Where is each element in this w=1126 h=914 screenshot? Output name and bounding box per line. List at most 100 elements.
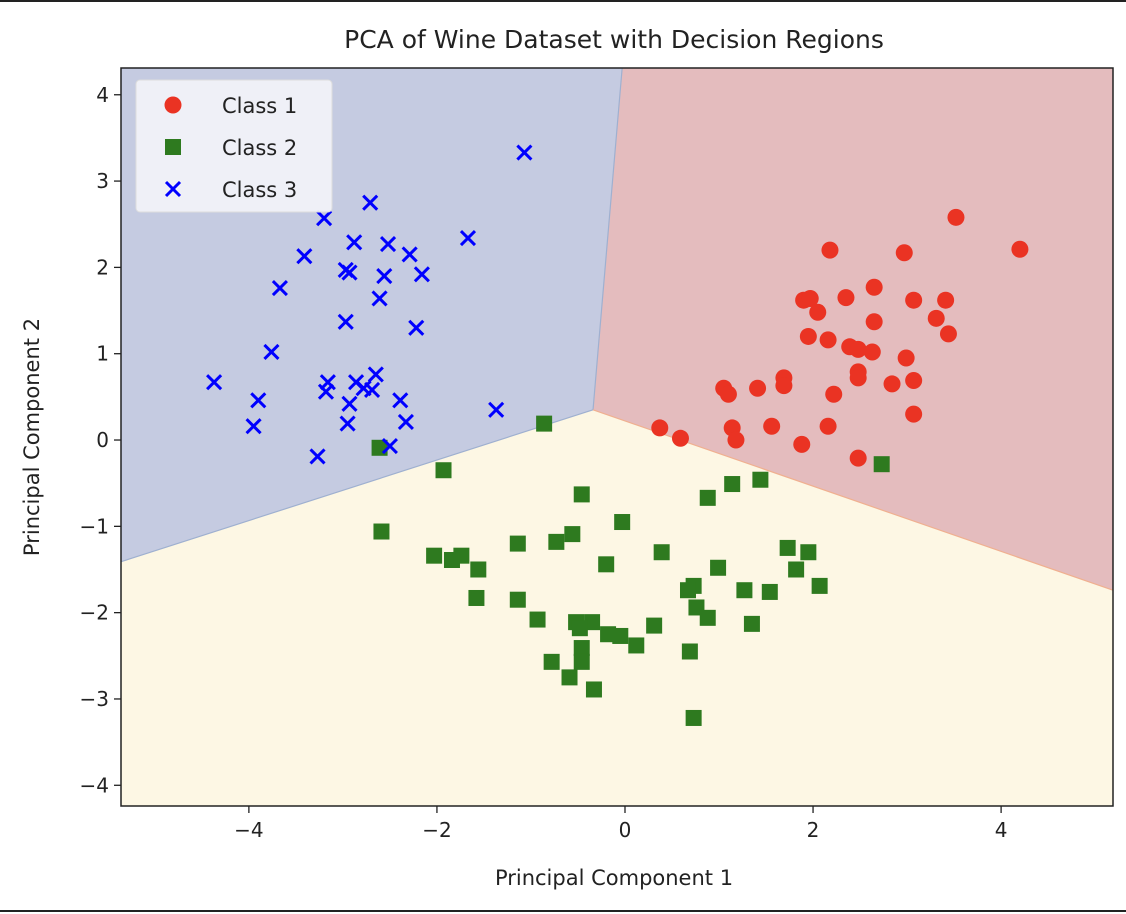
series-class-3: [206, 144, 533, 465]
legend-label: Class 2: [222, 136, 297, 160]
legend-entry: Class 2: [165, 136, 297, 160]
data-point: [653, 544, 670, 561]
data-point: [341, 264, 358, 281]
data-point: [685, 709, 702, 726]
data-point: [679, 582, 696, 599]
data-point: [263, 343, 280, 361]
data-point: [548, 533, 565, 550]
x-marker-stroke: [341, 395, 358, 412]
data-point: [584, 614, 601, 631]
data-point: [865, 278, 883, 296]
legend-marker: [165, 139, 181, 155]
data-point: [651, 419, 669, 437]
x-marker-stroke: [164, 180, 182, 198]
region-class-2: [121, 409, 1113, 806]
x-tick-label: −4: [234, 818, 263, 842]
data-point: [779, 539, 796, 556]
series-class-2: [371, 415, 890, 726]
data-point: [367, 366, 384, 383]
data-point: [543, 653, 560, 670]
data-point: [379, 236, 397, 253]
bottom-border: [0, 910, 1126, 912]
data-point: [947, 208, 965, 226]
data-point: [763, 417, 781, 435]
data-point: [371, 290, 388, 307]
data-point: [939, 325, 957, 343]
x-marker-stroke: [271, 280, 288, 297]
x-marker-stroke: [337, 313, 354, 330]
data-point: [865, 313, 883, 331]
data-point: [346, 234, 363, 251]
data-point: [800, 544, 817, 561]
data-point: [819, 331, 837, 349]
y-axis-label: Principal Component 2: [20, 318, 44, 556]
data-point: [509, 535, 526, 552]
data-point: [699, 489, 716, 506]
data-point: [408, 319, 425, 336]
x-marker-stroke: [381, 438, 398, 455]
data-point: [681, 643, 698, 660]
y-tick-label: 4: [96, 83, 109, 107]
x-marker-stroke: [376, 267, 393, 285]
x-tick-label: 2: [807, 818, 820, 842]
data-point: [459, 229, 477, 247]
data-point: [821, 241, 839, 259]
data-point: [316, 210, 333, 227]
data-point: [752, 471, 769, 488]
data-point: [801, 289, 819, 307]
data-point: [516, 144, 533, 161]
x-marker-stroke: [341, 264, 358, 281]
data-point: [573, 653, 590, 670]
x-marker-stroke: [367, 366, 384, 383]
x-marker-stroke: [408, 319, 425, 336]
x-marker-stroke: [362, 194, 379, 211]
data-point: [743, 615, 760, 632]
y-tick-label: −1: [80, 514, 109, 538]
x-marker-stroke: [346, 234, 363, 251]
data-point: [788, 561, 805, 578]
y-tick-label: 0: [96, 428, 109, 452]
data-point: [397, 413, 414, 430]
data-point: [873, 456, 890, 473]
data-point: [337, 313, 354, 330]
data-point: [536, 415, 553, 432]
data-point: [341, 395, 358, 412]
data-point: [905, 291, 923, 309]
y-tick-label: 2: [96, 255, 109, 279]
chart-title: PCA of Wine Dataset with Decision Region…: [344, 25, 884, 54]
data-point: [897, 349, 915, 367]
legend-marker: [164, 180, 182, 198]
x-marker-stroke: [401, 246, 418, 263]
data-point: [250, 392, 267, 409]
data-point: [736, 582, 753, 599]
ticks: −4 −2 0 2 4 −4 −3 −2 −1 0 1 2 3 4: [80, 83, 1008, 842]
x-marker-stroke: [309, 448, 326, 465]
data-points: [206, 144, 1029, 726]
data-point: [443, 552, 460, 568]
data-point: [825, 385, 843, 403]
data-point: [612, 627, 629, 644]
data-point: [271, 280, 288, 297]
data-point: [564, 526, 581, 543]
axes-frame: [120, 67, 1114, 807]
legend-marker: [164, 96, 182, 114]
data-point: [628, 637, 645, 654]
data-point: [809, 303, 827, 321]
x-marker-stroke: [516, 144, 533, 161]
data-point: [571, 620, 588, 637]
x-marker-stroke: [363, 381, 381, 399]
data-point: [206, 374, 223, 391]
x-marker-stroke: [397, 413, 414, 430]
data-point: [849, 340, 867, 358]
region-class-1: [593, 68, 1113, 591]
data-point: [509, 591, 526, 608]
x-marker-stroke: [316, 210, 333, 227]
data-point: [799, 327, 817, 345]
x-marker-stroke: [371, 290, 388, 307]
x-tick-label: 0: [619, 818, 632, 842]
data-point: [646, 617, 663, 634]
x-marker-stroke: [250, 392, 267, 409]
data-point: [296, 248, 313, 265]
x-tick-label: 4: [995, 818, 1008, 842]
